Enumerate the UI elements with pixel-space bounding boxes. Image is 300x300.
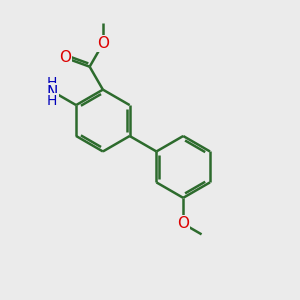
Text: H: H [47, 76, 57, 90]
Text: O: O [97, 36, 109, 51]
Text: N: N [46, 85, 58, 100]
Text: H: H [47, 94, 57, 108]
Text: O: O [177, 216, 189, 231]
Text: O: O [59, 50, 71, 65]
